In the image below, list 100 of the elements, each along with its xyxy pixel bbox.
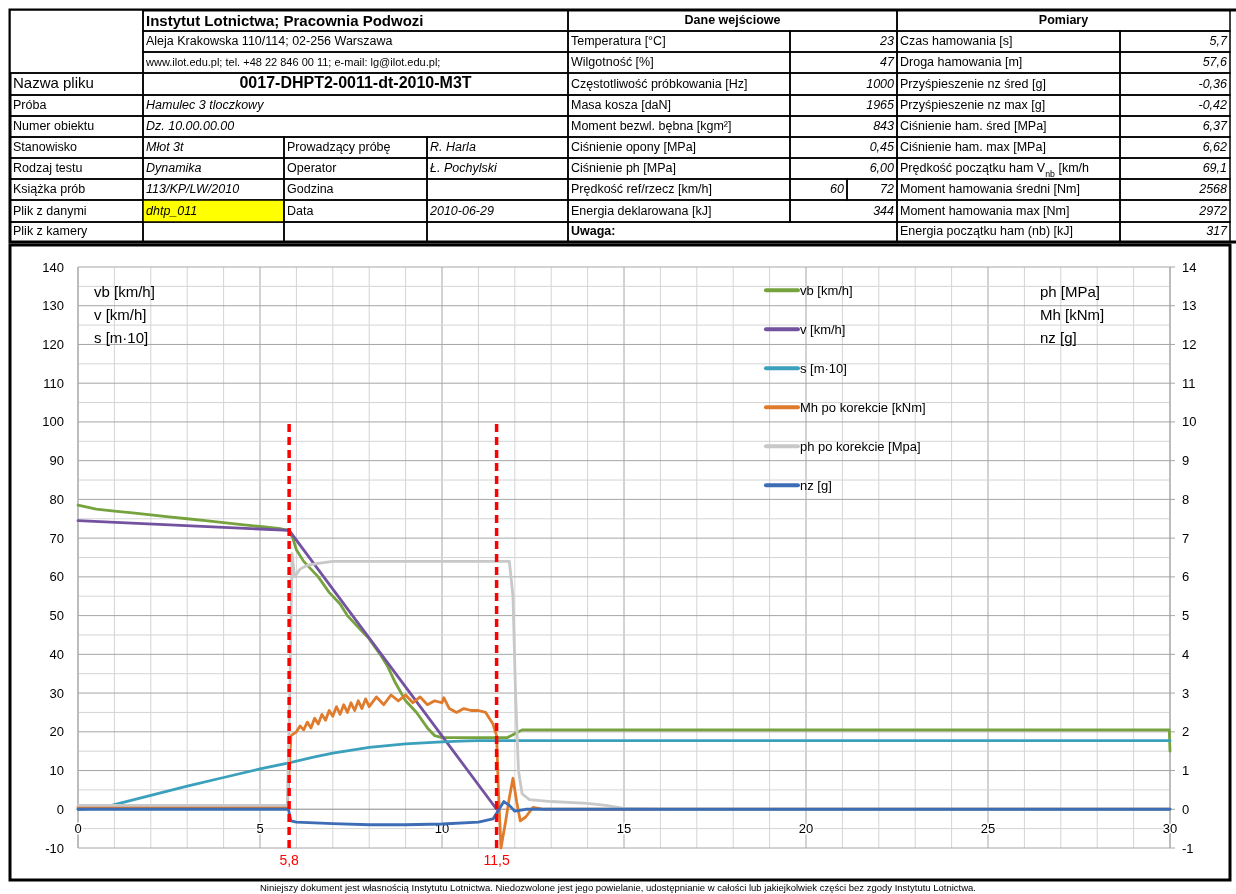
ref-line-label: 5,8 (279, 852, 300, 868)
y-tick-label: 130 (42, 298, 64, 314)
text: Masa kosza [daN] (571, 98, 672, 112)
y-tick-label: 140 (42, 259, 64, 275)
text: Moment bezwl. bębna [kgm²] (571, 119, 732, 133)
text: Dynamika (146, 161, 202, 175)
y2-tick-label: 14 (1182, 259, 1197, 275)
text: Próba (13, 98, 47, 112)
text: Plik z danymi (13, 204, 87, 218)
text: -0,36 (1198, 77, 1228, 91)
x-tick-label: 0 (74, 821, 82, 837)
y2-tick-label: 4 (1182, 646, 1190, 662)
text: 0017-DHPT2-0011-dt-2010-M3T (239, 74, 472, 91)
text: Nazwa pliku (13, 74, 94, 91)
y-tick-label: 20 (49, 724, 64, 740)
y-tick-label: 30 (49, 685, 64, 701)
y-tick-label: 50 (49, 608, 64, 624)
text: 6,00 (869, 161, 895, 175)
y2-tick-label: 13 (1182, 298, 1197, 314)
text: -0,42 (1198, 98, 1228, 112)
text: 47 (880, 55, 896, 69)
text: Energia początku ham (nb) [kJ] (900, 224, 1073, 238)
text: Numer obiektu (13, 119, 95, 133)
text: dhtp_011 (146, 204, 198, 218)
y-tick-label: 80 (49, 491, 64, 507)
x-tick-label: 20 (798, 821, 814, 837)
text: 113/KP/LW/2010 (146, 182, 240, 196)
text: www.ilot.edu.pl; tel. +48 22 846 00 11; e-mail: lg@ilot.edu.pl; (145, 56, 441, 68)
text: Aleja Krakowska 110/114; 02-256 Warszawa (146, 34, 393, 48)
line-series (76, 739, 1172, 811)
text: Operator (287, 161, 337, 175)
y2-tick-label: 2 (1182, 724, 1190, 740)
y-axis-title: vb [km/h] v [km/h] s [m·10] (94, 283, 155, 346)
text: Plik z kamery (13, 224, 89, 238)
x-tick-label: 30 (1162, 821, 1178, 837)
text: Przyśpieszenie nz śred [g] (900, 77, 1046, 91)
text: Pomiary (1038, 13, 1089, 27)
legend-label: v [km/h] (799, 322, 846, 338)
y-tick-label: -10 (45, 840, 64, 856)
y-tick-label: 70 (49, 530, 64, 546)
text: Instytut Lotnictwa; Pracownia Podwozi (146, 12, 424, 29)
text: 60 (830, 182, 845, 196)
text: 2010-06-29 (429, 204, 494, 218)
y2-tick-label: 1 (1182, 763, 1190, 779)
text: 1000 (866, 77, 895, 91)
text: Temperatura [°C] (571, 34, 666, 48)
text: Przyśpieszenie nz max [g] (900, 98, 1046, 112)
text: Moment hamowania max [Nm] (900, 204, 1070, 218)
text: 69,1 (1202, 161, 1227, 175)
text: 2972 (1198, 204, 1228, 218)
text: Stanowisko (13, 140, 77, 154)
text: 23 (879, 34, 895, 48)
text: Uwaga: (571, 224, 616, 238)
y2-tick-label: 12 (1182, 336, 1197, 352)
text: Ciśnienie ph [MPa] (571, 161, 676, 175)
line-series (76, 503, 1172, 753)
legend-label: Mh po korekcie [kNm] (799, 400, 926, 416)
y-tick-label: 10 (49, 763, 64, 779)
legend-label: vb [km/h] (799, 283, 853, 299)
y2-tick-label: -1 (1182, 840, 1194, 856)
y-tick-label: 110 (43, 375, 64, 391)
text: Wilgotność [%] (571, 55, 654, 69)
text: 6,62 (1202, 140, 1228, 154)
text: 1965 (866, 98, 895, 112)
y-tick-label: 120 (42, 336, 64, 352)
text: Częstotliwość próbkowania [Hz] (571, 77, 748, 91)
y2-tick-label: 3 (1182, 685, 1190, 701)
y-tick-label: 90 (49, 453, 64, 469)
text: 57,6 (1202, 55, 1228, 69)
text: Droga hamowania [m] (900, 55, 1023, 69)
text: 6,37 (1202, 119, 1229, 133)
text: Czas hamowania [s] (900, 34, 1013, 48)
text: Dane wejściowe (684, 13, 781, 27)
text: Godzina (287, 182, 334, 196)
text: Ciśnienie opony [MPa] (571, 140, 697, 154)
y-tick-label: 40 (49, 646, 64, 662)
text: Energia deklarowana [kJ] (571, 204, 712, 218)
text: Prowadzący próbę (287, 140, 391, 154)
y2-tick-label: 9 (1182, 453, 1190, 469)
y2-tick-label: 6 (1182, 569, 1190, 585)
text: Niniejszy dokument jest własnością Instytutu Lotnictwa. Niedozwolone jest jego powielanie, udostępnianie w całości lub jakiejkolwiek części bez zgody Instytutu Lotnictwa. (259, 882, 977, 893)
text: Ciśnienie ham. śred [MPa] (900, 119, 1047, 133)
y2-tick-label: 8 (1182, 491, 1190, 507)
text: Prędkość początku ham V$_{nb}$ [km/h (900, 161, 1090, 179)
x-tick-label: 5 (256, 821, 264, 837)
y-tick-label: 0 (56, 801, 64, 817)
text: Ciśnienie ham. max [MPa] (900, 140, 1046, 154)
text: Hamulec 3 tloczkowy (146, 98, 265, 112)
ref-line-label: 11,5 (483, 852, 510, 868)
x-tick-label: 15 (616, 821, 632, 837)
text: 843 (873, 119, 895, 133)
text: 72 (880, 182, 895, 196)
text: 0,45 (869, 140, 895, 154)
y2-tick-label: 5 (1182, 608, 1190, 624)
legend-label: ph po korekcie [Mpa] (799, 439, 921, 455)
text: Prędkość ref/rzecz [km/h] (571, 182, 713, 196)
y2-tick-label: 10 (1182, 414, 1197, 430)
y2-tick-label: 0 (1182, 801, 1190, 817)
y-tick-label: 60 (49, 569, 64, 585)
text: Moment hamowania średni [Nm] (900, 182, 1080, 196)
